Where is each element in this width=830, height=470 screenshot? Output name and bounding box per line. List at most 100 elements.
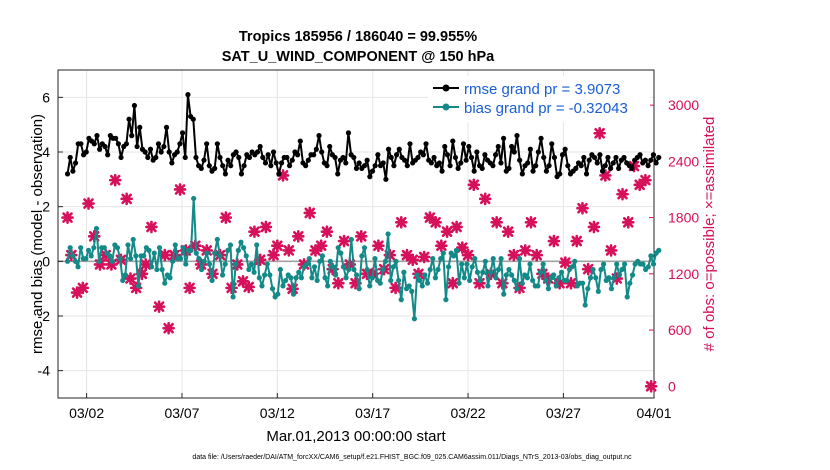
legend-rmse-label: rmse grand pr = 3.9073 bbox=[464, 81, 620, 98]
rmse-data-point bbox=[361, 163, 368, 169]
obs-count-marker bbox=[276, 169, 290, 182]
rmse-data-point bbox=[335, 171, 341, 177]
obs-count-marker bbox=[248, 225, 261, 238]
obs-count-marker bbox=[152, 300, 166, 313]
obs-count-marker bbox=[105, 258, 118, 271]
rmse-data-point bbox=[228, 163, 234, 169]
obs-count-marker bbox=[158, 248, 172, 262]
bias-data-point bbox=[198, 266, 205, 273]
rmse-data-point bbox=[145, 154, 151, 161]
rmse-data-point bbox=[557, 171, 563, 177]
obs-count-marker bbox=[604, 244, 618, 257]
bias-data-point bbox=[461, 275, 467, 281]
rmse-data-point bbox=[396, 146, 402, 152]
bias-data-point bbox=[606, 275, 612, 281]
obs-count-marker bbox=[435, 239, 448, 253]
obs-count-marker bbox=[332, 276, 345, 290]
rmse-data-point bbox=[94, 133, 100, 139]
rmse-data-point bbox=[129, 133, 135, 139]
bias-data-point bbox=[180, 245, 186, 251]
bias-data-point bbox=[503, 272, 509, 278]
rmse-data-point bbox=[578, 163, 584, 169]
rmse-data-point bbox=[455, 165, 461, 171]
bias-data-point bbox=[445, 264, 452, 270]
bias-data-point bbox=[390, 264, 396, 270]
obs-count-marker bbox=[559, 256, 572, 269]
bias-data-point bbox=[325, 283, 331, 289]
bias-data-point bbox=[553, 283, 559, 289]
obs-count-marker bbox=[120, 192, 133, 206]
rmse-data-point bbox=[613, 154, 619, 161]
obs-count-marker bbox=[633, 178, 646, 192]
bias-data-point bbox=[551, 272, 557, 278]
bias-data-point bbox=[506, 266, 512, 273]
rmse-data-point bbox=[83, 149, 89, 155]
obs-count-marker bbox=[236, 275, 250, 288]
bias-data-point bbox=[614, 261, 620, 267]
rmse-data-point bbox=[369, 168, 376, 174]
bias-data-point bbox=[495, 266, 502, 273]
bias-data-point bbox=[275, 291, 281, 297]
rmse-data-point bbox=[565, 163, 571, 169]
rmse-data-point bbox=[214, 141, 220, 147]
bias-data-point bbox=[361, 245, 368, 251]
x-tick-label: 03/02 bbox=[69, 405, 104, 421]
bias-data-point bbox=[359, 253, 365, 259]
obs-count-marker bbox=[179, 244, 193, 257]
rmse-data-point bbox=[286, 163, 293, 169]
obs-count-marker bbox=[587, 220, 601, 234]
bias-data-point bbox=[480, 269, 486, 275]
rmse-data-point bbox=[177, 141, 183, 147]
rmse-data-point bbox=[343, 160, 349, 166]
obs-count-marker bbox=[93, 258, 107, 271]
bias-data-point bbox=[135, 283, 142, 289]
obs-count-marker bbox=[389, 281, 402, 295]
obs-count-marker bbox=[478, 192, 492, 206]
bias-data-point bbox=[296, 269, 302, 275]
rmse-data-point bbox=[506, 165, 512, 171]
bias-data-point bbox=[264, 261, 270, 267]
x-axis-label: Mar.01,2013 00:00:00 start bbox=[266, 428, 446, 445]
obs-count-marker bbox=[267, 248, 280, 262]
bias-data-point bbox=[122, 272, 128, 278]
rmse-data-point bbox=[332, 154, 338, 161]
rmse-data-point bbox=[185, 92, 191, 98]
bias-data-point bbox=[438, 256, 444, 262]
obs-count-marker bbox=[570, 234, 584, 248]
obs-count-marker bbox=[135, 267, 149, 281]
rmse-data-point bbox=[257, 143, 263, 150]
bias-data-point bbox=[233, 261, 239, 267]
obs-count-marker bbox=[440, 225, 454, 238]
rmse-data-point bbox=[482, 152, 488, 158]
rmse-data-point bbox=[64, 171, 71, 177]
rmse-data-point bbox=[278, 160, 285, 166]
obs-count-marker bbox=[76, 281, 90, 295]
rmse-data-point bbox=[134, 143, 140, 150]
x-tick-label: 03/12 bbox=[260, 405, 295, 421]
legend-bias-label: bias grand pr = -0.32043 bbox=[464, 100, 628, 117]
rmse-data-point bbox=[372, 163, 378, 169]
rmse-data-point bbox=[385, 146, 392, 152]
bias-data-point bbox=[314, 277, 320, 284]
bias-data-point bbox=[514, 286, 520, 292]
rmse-data-point bbox=[316, 133, 322, 139]
rmse-data-point bbox=[468, 154, 475, 161]
rmse-data-point bbox=[648, 157, 654, 163]
rmse-data-point bbox=[270, 149, 277, 155]
bias-data-point bbox=[248, 261, 255, 267]
obs-count-marker bbox=[145, 220, 158, 234]
rmse-data-point bbox=[383, 176, 389, 182]
rmse-data-point bbox=[471, 168, 477, 174]
rmse-data-point bbox=[367, 174, 373, 180]
bias-data-point bbox=[377, 280, 383, 286]
rmse-data-point bbox=[479, 165, 485, 171]
rmse-data-point bbox=[142, 149, 148, 155]
bias-data-point bbox=[398, 297, 404, 303]
bias-data-point bbox=[235, 247, 241, 253]
rmse-data-point bbox=[562, 146, 568, 152]
rmse-data-point bbox=[474, 149, 480, 155]
bias-data-point bbox=[78, 245, 84, 251]
rmse-data-point bbox=[324, 163, 330, 169]
rmse-data-point bbox=[78, 141, 84, 147]
bias-data-point bbox=[269, 286, 276, 292]
